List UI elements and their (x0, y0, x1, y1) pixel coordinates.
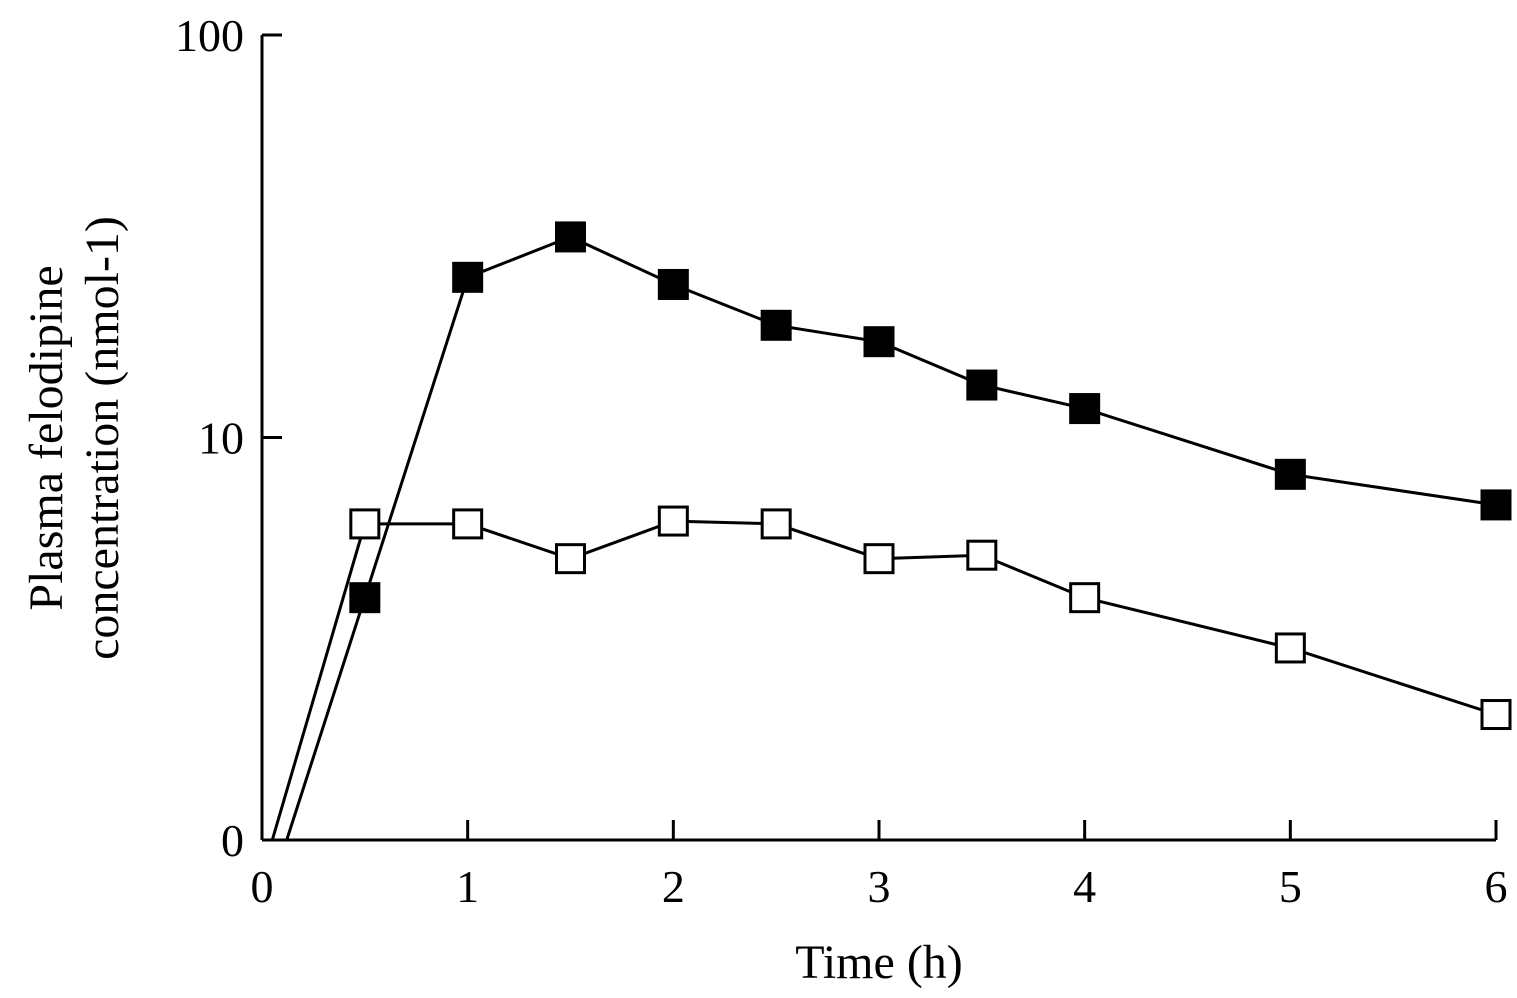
open-square-point (657, 505, 689, 537)
filled-square-point (349, 582, 381, 614)
open-square-point (349, 508, 381, 540)
open-square-point (863, 543, 895, 575)
filled-square-point (1480, 489, 1512, 521)
series-layer (270, 221, 1512, 841)
open-square-point (555, 543, 586, 575)
filled-square-point (966, 369, 998, 401)
open-square-point (966, 539, 998, 571)
x-tick-label: 4 (1073, 861, 1096, 912)
x-axis-title: Time (h) (795, 936, 963, 989)
filled-square-point (863, 326, 895, 358)
x-tick-label: 3 (868, 861, 891, 912)
filled-square-point (760, 309, 792, 341)
y-axis-title-line-2: concentration (nmol-1) (76, 216, 129, 660)
open-square-point (452, 508, 484, 540)
filled-square-point (1069, 393, 1101, 425)
axes (260, 35, 1496, 842)
x-tick-label: 0 (251, 861, 274, 912)
filled-square-point (555, 221, 586, 253)
open-square-point (1069, 582, 1101, 614)
filled-square-point (657, 268, 689, 300)
x-tick-label: 2 (662, 861, 685, 912)
y-tick-label: 100 (175, 10, 244, 61)
x-tick-label: 1 (456, 861, 479, 912)
open-square-point (760, 508, 792, 540)
y-axis-title: Plasma felodipine concentration (nmol-1) (20, 216, 129, 660)
filled-square-point (1274, 458, 1306, 490)
y-axis-title-line-1: Plasma felodipine (20, 265, 73, 610)
x-ticks: 0 1 2 3 4 5 6 (251, 820, 1508, 912)
open-square-point (1480, 699, 1512, 731)
series-1 (285, 221, 1512, 841)
x-tick-label: 6 (1485, 861, 1508, 912)
filled-square-point (452, 261, 484, 293)
y-tick-label: 0 (221, 815, 244, 866)
x-tick-label: 5 (1279, 861, 1302, 912)
y-tick-label: 10 (198, 413, 244, 464)
open-square-point (1274, 632, 1306, 664)
series-2 (270, 505, 1512, 841)
